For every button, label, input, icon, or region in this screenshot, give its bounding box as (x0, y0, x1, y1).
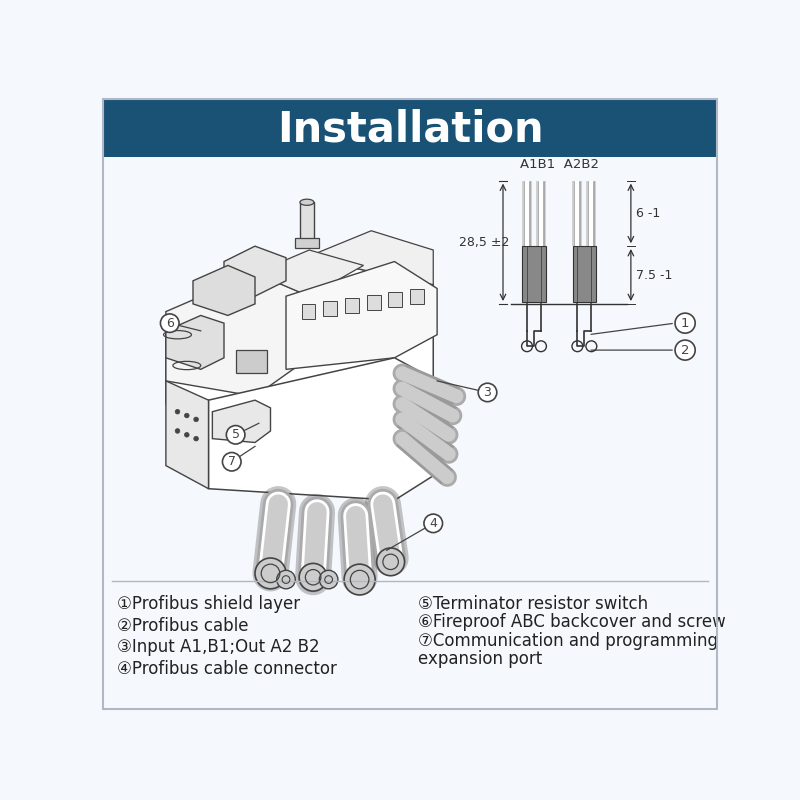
Circle shape (277, 570, 295, 589)
Circle shape (478, 383, 497, 402)
Bar (103, 99, 717, 157)
Text: ⑥Fireproof ABC backcover and screw: ⑥Fireproof ABC backcover and screw (418, 614, 726, 631)
Polygon shape (193, 266, 255, 315)
Bar (300, 202, 314, 245)
Circle shape (319, 570, 338, 589)
Circle shape (185, 433, 189, 437)
Polygon shape (166, 315, 224, 370)
Circle shape (194, 417, 198, 422)
Circle shape (299, 563, 327, 591)
Circle shape (161, 314, 179, 332)
Bar (295, 238, 318, 248)
Circle shape (222, 453, 241, 471)
Circle shape (675, 313, 695, 333)
Polygon shape (209, 358, 437, 500)
Bar (410, 289, 424, 304)
Text: 5: 5 (232, 428, 240, 442)
Circle shape (344, 564, 375, 595)
Text: A1B1  A2B2: A1B1 A2B2 (520, 158, 598, 171)
Polygon shape (212, 400, 270, 442)
Polygon shape (286, 262, 437, 370)
Polygon shape (166, 258, 434, 450)
Bar (573, 246, 596, 302)
Text: 6 -1: 6 -1 (636, 207, 661, 220)
Text: expansion port: expansion port (418, 650, 542, 668)
Circle shape (185, 414, 189, 418)
Text: 4: 4 (430, 517, 437, 530)
Text: ④Profibus cable connector: ④Profibus cable connector (117, 660, 337, 678)
Text: 6: 6 (166, 317, 174, 330)
Text: 2: 2 (681, 344, 690, 357)
Text: Installation: Installation (277, 108, 543, 150)
Circle shape (175, 410, 180, 414)
Bar (345, 298, 359, 313)
Circle shape (424, 514, 442, 533)
Bar (366, 294, 381, 310)
Circle shape (255, 558, 286, 589)
Bar (522, 246, 546, 302)
Bar (302, 304, 315, 319)
Text: ②Profibus cable: ②Profibus cable (117, 617, 249, 634)
Text: ①Profibus shield layer: ①Profibus shield layer (117, 595, 300, 613)
Circle shape (175, 429, 180, 434)
Polygon shape (306, 230, 434, 285)
Text: 3: 3 (483, 386, 491, 399)
Circle shape (377, 548, 405, 576)
Bar (323, 301, 337, 316)
Text: 1: 1 (681, 317, 690, 330)
Polygon shape (166, 273, 310, 396)
Bar (388, 291, 402, 307)
Text: ⑤Terminator resistor switch: ⑤Terminator resistor switch (418, 595, 648, 613)
Circle shape (194, 436, 198, 441)
Text: 28,5 ±2: 28,5 ±2 (459, 236, 509, 249)
Text: ③Input A1,B1;Out A2 B2: ③Input A1,B1;Out A2 B2 (117, 638, 320, 656)
Text: ⑦Communication and programming: ⑦Communication and programming (418, 632, 718, 650)
Bar (236, 350, 266, 373)
Circle shape (226, 426, 245, 444)
Text: 7: 7 (228, 455, 236, 468)
Polygon shape (255, 250, 363, 296)
Polygon shape (166, 381, 209, 489)
Polygon shape (224, 246, 286, 296)
Text: 7.5 -1: 7.5 -1 (636, 269, 673, 282)
Circle shape (675, 340, 695, 360)
Ellipse shape (300, 199, 314, 206)
